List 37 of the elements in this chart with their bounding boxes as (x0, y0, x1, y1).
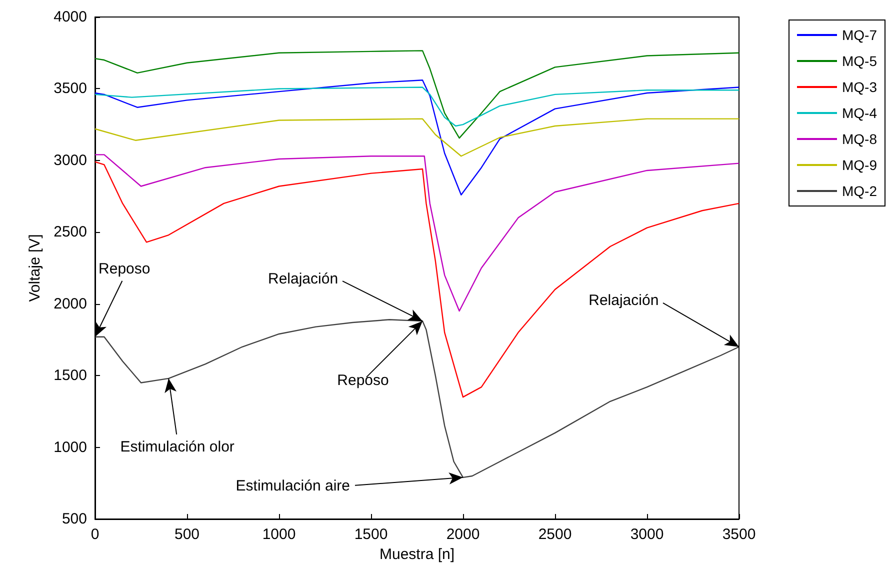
line-series (94, 161, 740, 398)
line-series (94, 86, 740, 127)
y-tick-label: 3500 (54, 80, 87, 98)
y-tick-label: 500 (62, 510, 87, 528)
annotation: Estimulación olor (120, 438, 234, 456)
x-tick-label: 3500 (722, 526, 756, 543)
legend-label: MQ-4 (842, 105, 878, 121)
legend-label: MQ-8 (842, 131, 878, 147)
legend-label: MQ-7 (842, 27, 878, 43)
annotation: Reposo (337, 372, 389, 390)
line-series (94, 50, 740, 139)
x-tick-label: 2500 (538, 526, 572, 543)
annotation: Relajación (588, 292, 659, 309)
annotation: Estimulación aire (236, 477, 350, 494)
y-tick-label: 4000 (54, 8, 87, 26)
x-tick-label: 0 (90, 526, 100, 543)
annotation: Reposo (98, 260, 150, 278)
x-axis-title: Muestra [n] (379, 546, 455, 563)
legend-label: MQ-3 (842, 79, 878, 95)
y-tick-label: 3000 (54, 152, 87, 169)
y-tick-label: 2500 (54, 224, 87, 241)
x-tick-label: 2000 (446, 526, 480, 543)
annotation: Relajación (268, 270, 338, 288)
x-tick-label: 500 (174, 526, 200, 543)
line-series (94, 154, 740, 312)
legend-label: MQ-5 (842, 53, 878, 69)
line-series (94, 118, 740, 157)
x-tick-label: 1500 (354, 526, 388, 543)
legend-label: MQ-9 (842, 157, 878, 173)
y-tick-label: 1000 (54, 438, 87, 456)
legend-label: MQ-2 (842, 183, 878, 199)
y-tick-label: 1500 (54, 367, 87, 384)
x-tick-label: 3000 (630, 526, 664, 543)
y-axis-title: Voltaje [V] (26, 234, 44, 302)
y-tick-label: 2000 (54, 295, 87, 312)
x-tick-label: 1000 (262, 526, 296, 543)
line-series (94, 80, 740, 196)
